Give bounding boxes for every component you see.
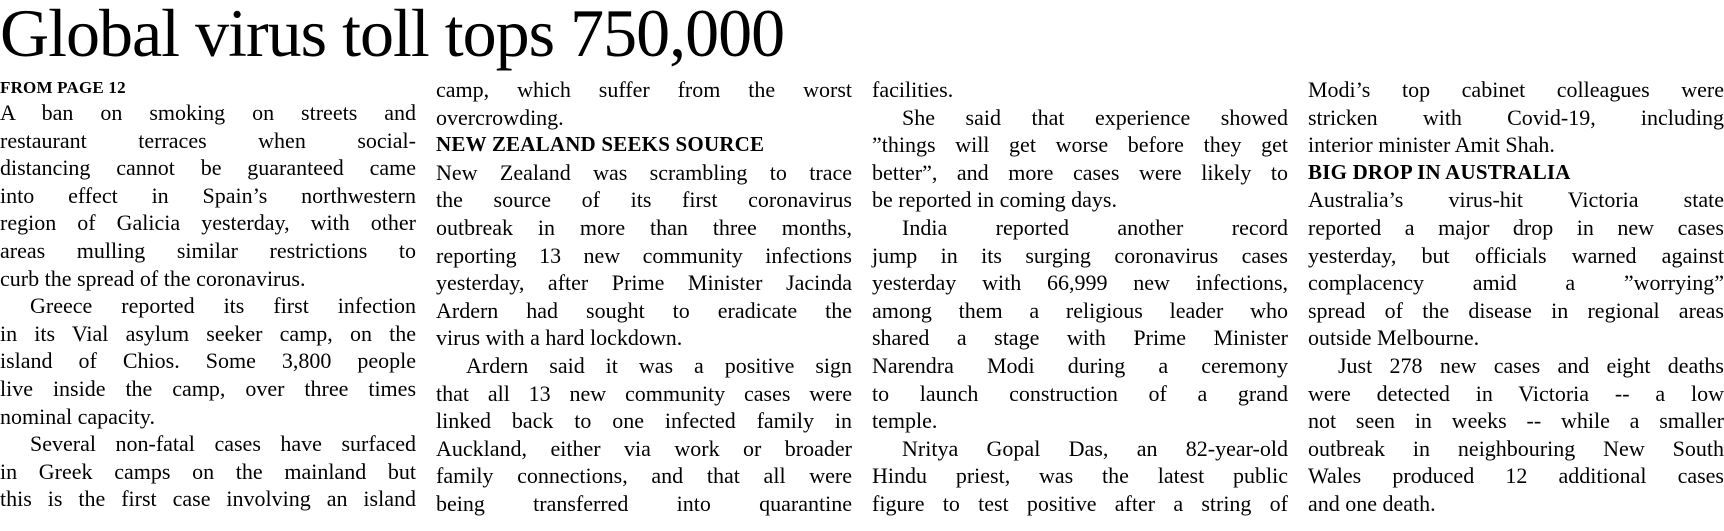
text-line: island of Chios. Some 3,800 people <box>0 348 416 374</box>
text-line: reported a major drop in new cases <box>1308 214 1724 240</box>
article-headline: Global virus toll tops 750,000 <box>0 0 785 71</box>
text-line: ”things will get worse before they get <box>872 132 1288 158</box>
text-line: Greece reported its first infection <box>30 293 416 319</box>
text-line: areas mulling similar restrictions to <box>0 237 416 263</box>
text-line: the source of its first coronavirus <box>436 187 852 213</box>
paragraph: Several non-fatal cases have surfaced in … <box>0 430 416 513</box>
text-line: region of Galicia yesterday, with other <box>0 210 416 236</box>
paragraph: Modi’s top cabinet colleagues were strick… <box>1308 76 1724 159</box>
text-line: reporting 13 new community infections <box>436 242 852 268</box>
section-subhead: BIG DROP IN AUSTRALIA <box>1308 159 1571 184</box>
text-line: that all 13 new community cases were <box>436 380 852 406</box>
paragraph: camp, which suffer from the worst overcro… <box>436 76 852 131</box>
text-line: live inside the camp, over three times <box>0 375 416 401</box>
text-line: yesterday, after Prime Minister Jacinda <box>436 270 852 296</box>
text-line: Hindu priest, was the latest public <box>872 463 1288 489</box>
text-line: Several non-fatal cases have surfaced <box>30 431 416 457</box>
paragraph: Nritya Gopal Das, an 82-year-old Hindu pr… <box>872 435 1288 518</box>
text-line: outside Melbourne. <box>1308 325 1480 351</box>
text-line: Modi’s top cabinet colleagues were <box>1308 77 1724 102</box>
text-line: Ardern said it was a positive sign <box>466 352 852 378</box>
paragraph: Australia’s virus-hit Victoria state repo… <box>1308 186 1724 352</box>
text-line: family connections, and that all were <box>436 463 852 489</box>
paragraph: Ardern said it was a positive sign that a… <box>436 352 852 518</box>
text-line: stricken with Covid-19, including <box>1308 104 1724 130</box>
paragraph: Greece reported its first infection in it… <box>0 292 416 430</box>
text-line: in its Vial asylum seeker camp, on the <box>0 320 416 346</box>
text-line: better”, and more cases were likely to <box>872 159 1288 185</box>
text-line: be reported in coming days. <box>872 187 1117 213</box>
paragraph: facilities. <box>872 76 1288 104</box>
text-line: were detected in Victoria -- a low <box>1308 380 1724 406</box>
text-line: distancing cannot be guaranteed came <box>0 155 416 181</box>
text-line: in Greek camps on the mainland but <box>0 458 416 484</box>
text-line: Narendra Modi during a ceremony <box>872 352 1288 378</box>
text-line: curb the spread of the coronavirus. <box>0 265 306 291</box>
text-line: facilities. <box>872 77 954 102</box>
text-line: India reported another record <box>902 214 1288 240</box>
text-line: Nritya Gopal Das, an 82-year-old <box>902 435 1288 461</box>
text-line: jump in its surging coronavirus cases <box>872 242 1288 268</box>
text-line: temple. <box>872 408 938 434</box>
text-line: yesterday, but officials warned against <box>1308 242 1724 268</box>
text-line: She said that experience showed <box>902 104 1288 130</box>
kicker: FROM PAGE 12 <box>0 78 126 97</box>
text-line: being transferred into quarantine <box>436 490 852 516</box>
text-line: nominal capacity. <box>0 403 155 429</box>
text-line: not seen in weeks -- while a smaller <box>1308 408 1724 434</box>
text-line: this is the first case involving an isla… <box>0 486 416 512</box>
text-line: complacency amid a ”worrying” <box>1308 270 1724 296</box>
paragraph: She said that experience showed ”things w… <box>872 104 1288 214</box>
text-line: figure to test positive after a string o… <box>872 490 1288 516</box>
text-line: yesterday with 66,999 new infections, <box>872 270 1288 296</box>
text-line: linked back to one infected family in <box>436 408 852 434</box>
paragraph: A ban on smoking on streets and restauran… <box>0 99 416 292</box>
text-line: virus with a hard lockdown. <box>436 325 683 351</box>
text-line: into effect in Spain’s northwestern <box>0 182 416 208</box>
text-line: spread of the disease in regional areas <box>1308 297 1724 323</box>
text-line: Ardern had sought to eradicate the <box>436 297 852 323</box>
article-columns: FROM PAGE 12 A ban on smoking on streets … <box>0 76 1724 518</box>
article-column-3: facilities. She said that experience show… <box>872 76 1288 518</box>
text-line: to launch construction of a grand <box>872 380 1288 406</box>
text-line: Auckland, either via work or broader <box>436 435 852 461</box>
text-line: overcrowding. <box>436 104 564 130</box>
article-column-4: Modi’s top cabinet colleagues were strick… <box>1308 76 1724 518</box>
text-line: camp, which suffer from the worst <box>436 77 852 102</box>
text-line: New Zealand was scrambling to trace <box>436 159 852 185</box>
paragraph: Just 278 new cases and eight deaths were … <box>1308 352 1724 518</box>
article-column-2: camp, which suffer from the worst overcro… <box>436 76 852 518</box>
text-line: outbreak in more than three months, <box>436 214 852 240</box>
text-line: outbreak in neighbouring New South <box>1308 435 1724 461</box>
text-line: interior minister Amit Shah. <box>1308 132 1555 158</box>
text-line: restaurant terraces when social- <box>0 127 416 153</box>
section-subhead: NEW ZEALAND SEEKS SOURCE <box>436 132 765 157</box>
paragraph: India reported another record jump in its… <box>872 214 1288 435</box>
text-line: Just 278 new cases and eight deaths <box>1338 352 1724 378</box>
article-column-1: FROM PAGE 12 A ban on smoking on streets … <box>0 76 416 518</box>
text-line: shared a stage with Prime Minister <box>872 325 1288 351</box>
text-line: among them a religious leader who <box>872 297 1288 323</box>
text-line: Australia’s virus-hit Victoria state <box>1308 187 1724 213</box>
text-line: A ban on smoking on streets and <box>0 100 416 125</box>
text-line: Wales produced 12 additional cases <box>1308 463 1724 489</box>
paragraph: New Zealand was scrambling to trace the s… <box>436 159 852 352</box>
text-line: and one death. <box>1308 490 1436 516</box>
